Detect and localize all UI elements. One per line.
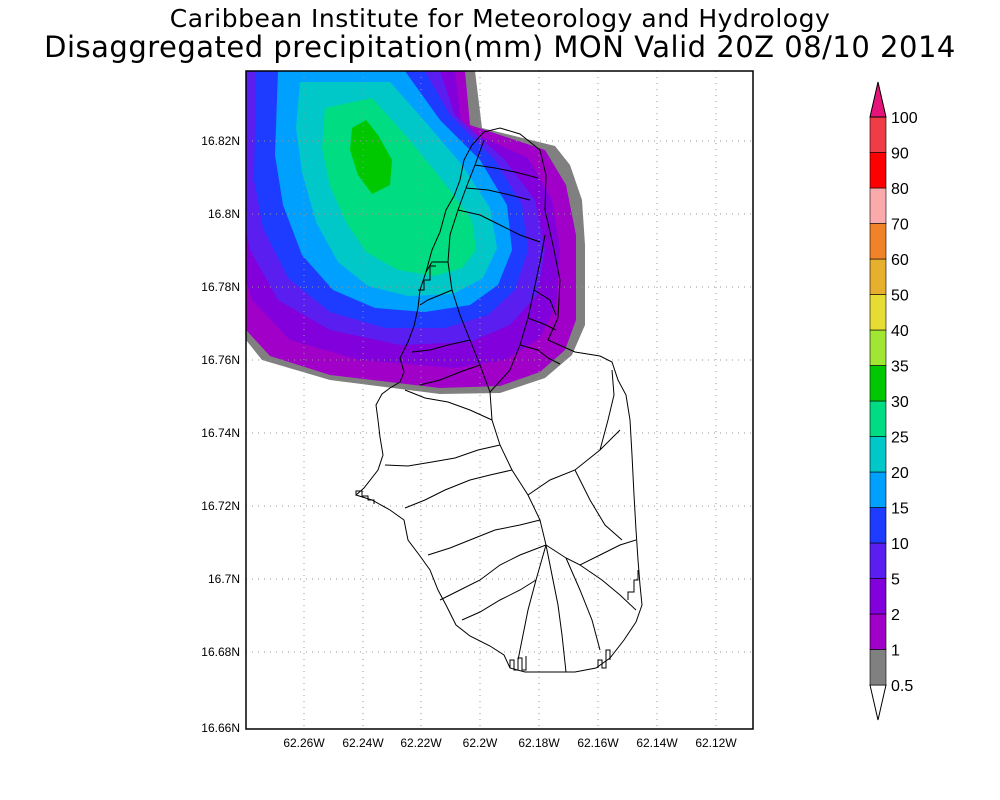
colorbar-label: 80 <box>891 181 909 198</box>
title-line-1: Caribbean Institute for Meteorology and … <box>169 4 831 33</box>
lon-tick-label: 62.16W <box>577 736 619 750</box>
lon-tick-label: 62.14W <box>636 736 678 750</box>
colorbar-label: 10 <box>891 536 909 553</box>
coast-detail <box>627 570 639 600</box>
colorbar-label: 20 <box>891 465 909 482</box>
map-frame <box>245 70 754 730</box>
colorbar-segment <box>869 329 887 366</box>
colorbar-segment <box>869 152 887 189</box>
colorbar-segment <box>869 436 887 473</box>
colorbar-label: 5 <box>891 572 900 589</box>
colorbar-segment <box>869 258 887 295</box>
coast-detail <box>509 656 527 671</box>
colorbar-segment <box>869 116 887 153</box>
colorbar-segment <box>869 365 887 402</box>
title-line-2: Disaggregated precipitation(mm) MON Vali… <box>44 30 956 64</box>
colorbar-segment <box>869 507 887 544</box>
colorbar-label: 2 <box>891 607 900 624</box>
colorbar-segment <box>869 223 887 260</box>
colorbar-label: 35 <box>891 359 909 376</box>
colorbar-segment <box>869 400 887 437</box>
colorbar-label: 25 <box>891 430 909 447</box>
colorbar-segment <box>869 578 887 615</box>
colorbar-label: 50 <box>891 288 909 305</box>
colorbar-segment <box>869 649 887 686</box>
map-grid <box>246 71 753 729</box>
precip-band-30 <box>350 120 392 194</box>
lon-tick-label: 62.18W <box>518 736 560 750</box>
colorbar-segment <box>869 187 887 224</box>
coastline <box>354 127 643 673</box>
lat-tick-label: 16.66N <box>201 721 240 735</box>
lat-tick-label: 16.82N <box>201 134 240 148</box>
lon-tick-label: 62.22W <box>400 736 442 750</box>
colorbar-label: 1 <box>891 643 900 660</box>
colorbar-segment <box>869 471 887 508</box>
colorbar-label: 70 <box>891 217 909 234</box>
lon-labels: 62.26W 62.24W 62.22W 62.2W 62.18W 62.16W… <box>283 736 737 750</box>
lon-tick-label: 62.26W <box>283 736 325 750</box>
colorbar-label: 40 <box>891 323 909 340</box>
lat-tick-label: 16.68N <box>201 645 240 659</box>
colorbar-segment <box>869 294 887 331</box>
lat-tick-label: 16.72N <box>201 499 240 513</box>
lat-tick-label: 16.7N <box>208 572 240 586</box>
lon-tick-label: 62.24W <box>342 736 384 750</box>
coast-detail <box>597 649 611 669</box>
coast-detail <box>355 490 375 504</box>
colorbar-label: 90 <box>891 146 909 163</box>
colorbar-label: 100 <box>891 110 918 127</box>
colorbar-segment <box>869 613 887 650</box>
colorbar-segment <box>869 81 887 118</box>
lat-labels: 16.82N 16.8N 16.78N 16.76N 16.74N 16.72N… <box>201 134 240 735</box>
lon-tick-label: 62.2W <box>463 736 498 750</box>
colorbar-label: 60 <box>891 252 909 269</box>
colorbar-label: 30 <box>891 394 909 411</box>
lat-tick-label: 16.74N <box>201 426 240 440</box>
colorbar-segment <box>869 684 887 721</box>
coast-detail <box>418 265 436 291</box>
watershed-boundaries <box>384 139 637 673</box>
precipitation-shading <box>246 71 585 394</box>
lat-tick-label: 16.8N <box>208 207 240 221</box>
lat-tick-label: 16.76N <box>201 353 240 367</box>
colorbar-label: 0.5 <box>891 678 913 695</box>
colorbar-segment <box>869 542 887 579</box>
colorbar-label: 15 <box>891 501 909 518</box>
island-outline <box>354 127 643 673</box>
lat-tick-label: 16.78N <box>201 280 240 294</box>
lon-tick-label: 62.12W <box>695 736 737 750</box>
